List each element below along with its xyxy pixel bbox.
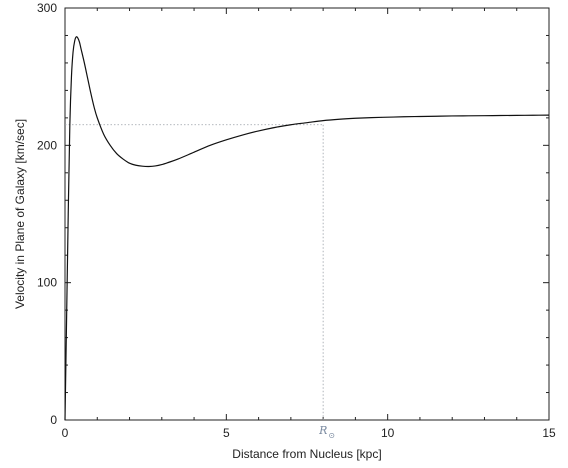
reference-lines [65,124,324,420]
annotation-layer: R⊙ [318,424,335,440]
x-tick-label: 5 [223,426,230,440]
tick-labels: 0 5 10 15 0 100 200 300 [37,1,556,440]
series-layer [64,36,550,421]
x-tick-label: 15 [542,426,556,440]
x-tick-label: 0 [62,426,69,440]
x-tick-label: 10 [381,426,395,440]
sun-symbol: ⊙ [328,431,335,440]
y-tick-label: 100 [37,276,57,290]
y-axis-label: Velocity in Plane of Galaxy [km/sec] [13,119,27,309]
y-tick-label: 0 [50,413,57,427]
sun-distance-annotation: R⊙ [318,424,335,440]
series-line [64,36,550,421]
tick-marks [64,7,550,421]
y-tick-label: 200 [37,138,57,152]
y-tick-label: 300 [37,1,57,15]
plot-frame [64,7,550,421]
x-axis-label: Distance from Nucleus [kpc] [232,447,381,461]
